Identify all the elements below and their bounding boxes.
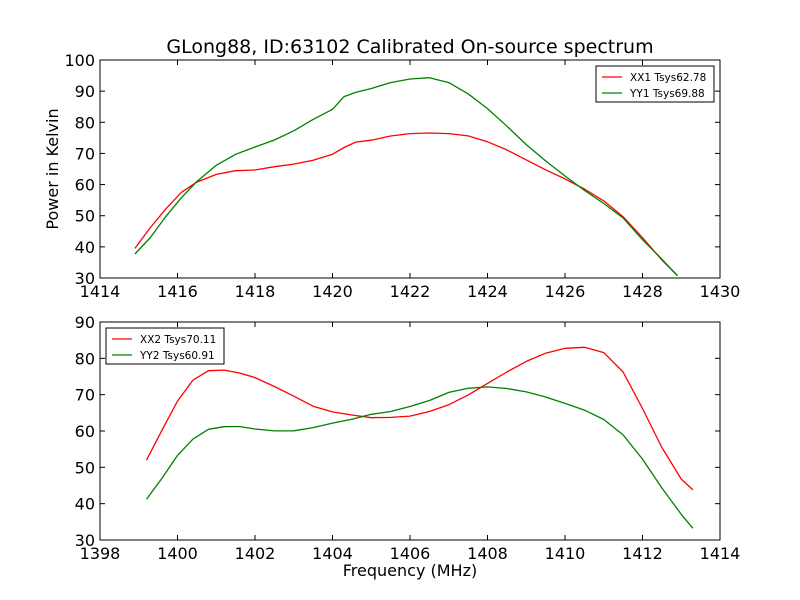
top-y-tick-label: 30 (75, 269, 95, 288)
bottom-y-tick-label: 90 (75, 313, 95, 332)
bottom-y-tick-label: 50 (75, 458, 95, 477)
top-legend: XX1 Tsys62.78 YY1 Tsys69.88 (595, 65, 715, 103)
bottom-series-group (145, 346, 694, 529)
top-x-tick-label: 1420 (312, 282, 353, 301)
bottom-y-tick-label: 80 (75, 349, 95, 368)
bottom-x-tick-label: 1408 (467, 544, 508, 563)
bottom-ticks-group: 1398 1400 1402 1404 1406 1408 1410 1412 1414 30 40… (75, 313, 741, 563)
top-ticks-group: 1414 1416 1418 1420 1422 1424 1426 1428 1430 30 40… (64, 51, 740, 301)
bottom-series-line-yy (145, 386, 694, 529)
top-panel: 1414 1416 1418 1420 1422 1424 1426 1428 1430 30 40… (43, 51, 740, 301)
top-y-axis-label: Power in Kelvin (43, 108, 62, 229)
top-y-tick-label: 60 (75, 176, 95, 195)
top-x-tick-label: 1428 (622, 282, 663, 301)
bottom-x-tick-label: 1404 (312, 544, 353, 563)
bottom-series-line-xx (145, 346, 694, 491)
top-series-line-yy (134, 77, 678, 277)
top-series-group (134, 77, 678, 277)
top-legend-label: YY1 Tsys69.88 (629, 88, 705, 100)
top-series-line-xx (134, 132, 678, 276)
bottom-legend-box (105, 327, 225, 365)
top-y-tick-label: 70 (75, 144, 95, 163)
top-x-tick-label: 1414 (80, 282, 121, 301)
bottom-y-tick-label: 30 (75, 531, 95, 550)
chart-title: GLong88, ID:63102 Calibrated On-source s… (166, 36, 653, 58)
top-y-tick-label: 50 (75, 207, 95, 226)
bottom-x-tick-label: 1406 (390, 544, 431, 563)
bottom-y-tick-label: 70 (75, 386, 95, 405)
top-x-tick-label: 1426 (545, 282, 586, 301)
bottom-x-axis-label: Frequency (MHz) (343, 561, 477, 580)
top-x-tick-label: 1430 (700, 282, 741, 301)
bottom-y-tick-label: 40 (75, 495, 95, 514)
bottom-legend-label: XX2 Tsys70.11 (140, 334, 216, 346)
top-x-tick-label: 1424 (467, 282, 508, 301)
bottom-x-tick-label: 1410 (545, 544, 586, 563)
top-y-tick-label: 90 (75, 82, 95, 101)
top-x-tick-label: 1416 (157, 282, 198, 301)
bottom-x-tick-label: 1400 (157, 544, 198, 563)
bottom-x-tick-label: 1398 (80, 544, 121, 563)
top-legend-box (595, 65, 715, 103)
bottom-x-tick-label: 1402 (235, 544, 276, 563)
top-y-tick-label: 40 (75, 238, 95, 257)
bottom-x-tick-label: 1414 (700, 544, 741, 563)
bottom-x-tick-label: 1412 (622, 544, 663, 563)
top-legend-label: XX1 Tsys62.78 (630, 72, 706, 84)
top-x-tick-label: 1422 (390, 282, 431, 301)
bottom-legend-label: YY2 Tsys60.91 (139, 350, 215, 362)
bottom-y-tick-label: 60 (75, 422, 95, 441)
bottom-panel: 1398 1400 1402 1404 1406 1408 1410 1412 1414 30 40… (75, 313, 741, 580)
top-y-tick-label: 80 (75, 113, 95, 132)
top-y-tick-label: 100 (64, 51, 95, 70)
bottom-legend: XX2 Tsys70.11 YY2 Tsys60.91 (105, 327, 225, 365)
top-x-tick-label: 1418 (235, 282, 276, 301)
